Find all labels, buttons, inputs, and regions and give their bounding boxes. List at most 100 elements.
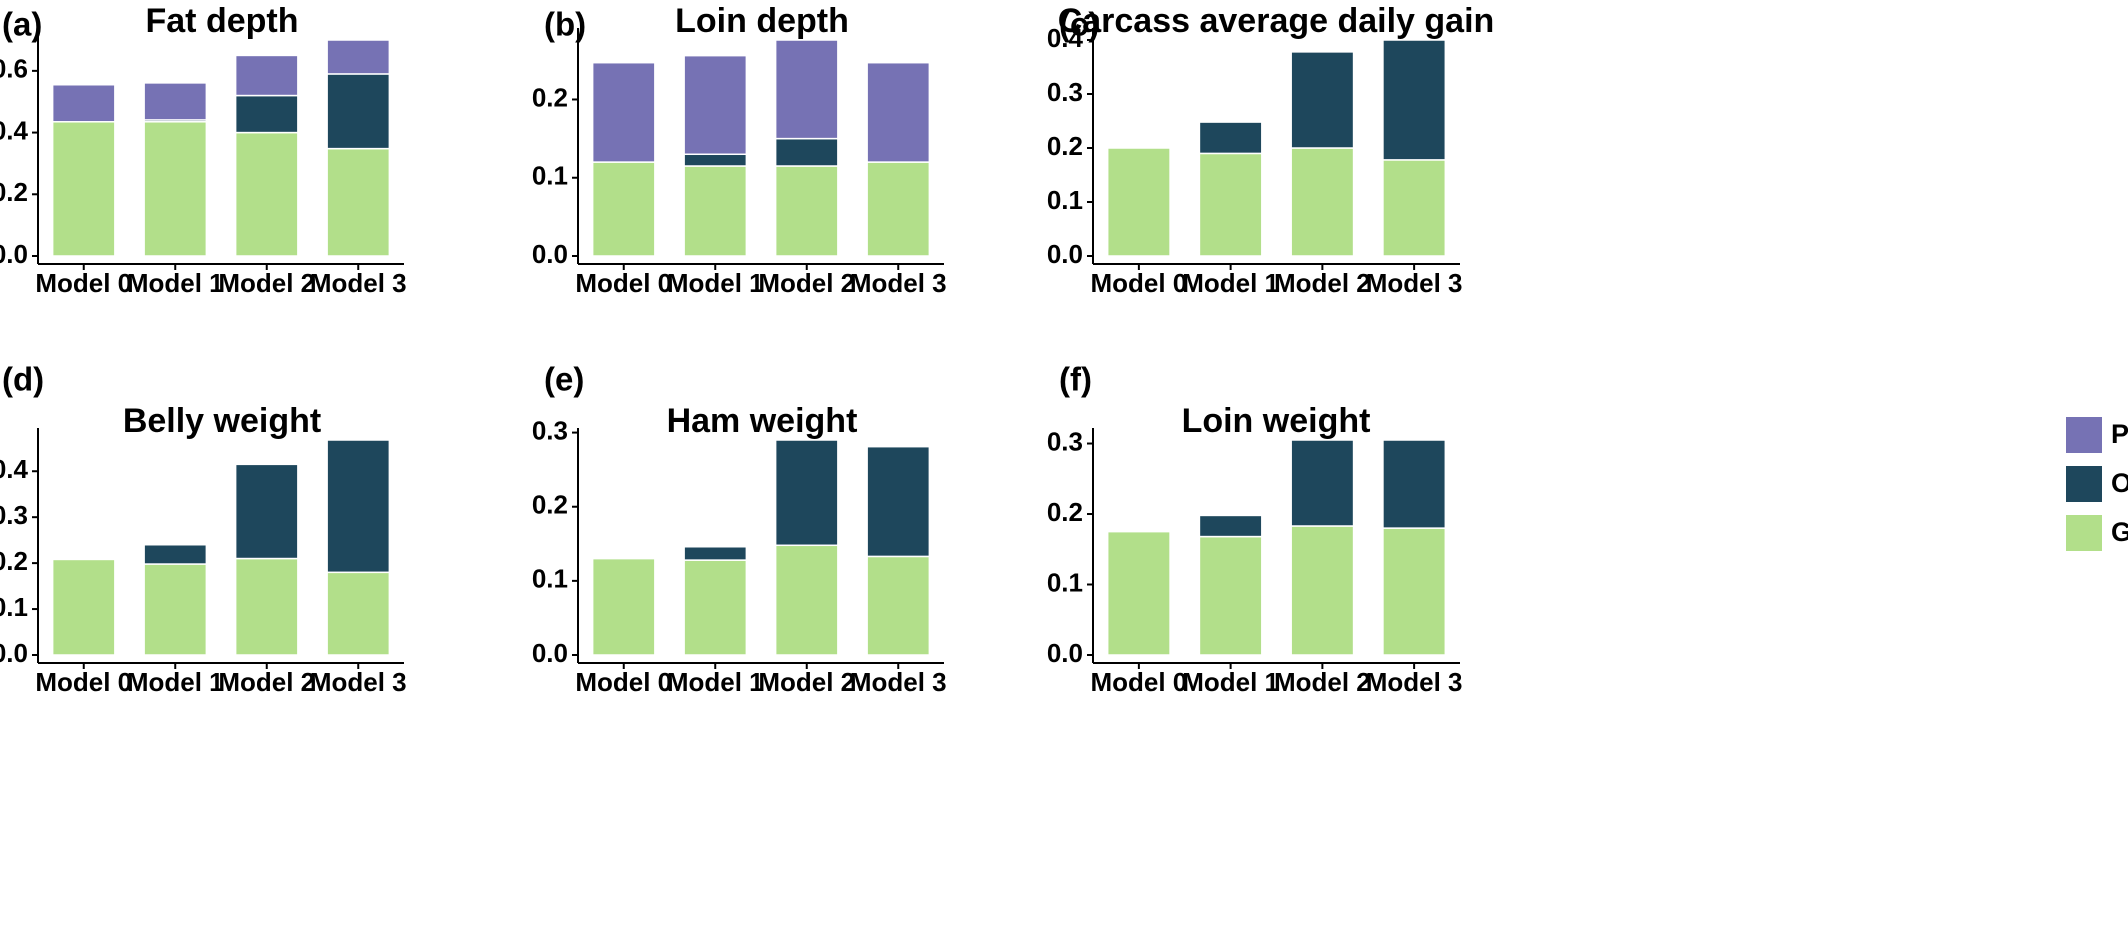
bar-model-3-o <box>866 445 931 558</box>
y-tick-label: 0.2 <box>1047 497 1083 527</box>
y-tick-label: 0.0 <box>1047 239 1083 269</box>
bar-model-1-g <box>143 121 208 257</box>
bar-model-3-g <box>326 147 391 257</box>
bar-model-2-p <box>774 39 839 140</box>
panel-title: Belly weight <box>123 402 321 440</box>
x-tick-label: Model 3 <box>310 268 407 298</box>
y-tick-label: 0.0 <box>532 638 568 668</box>
y-tick-label: 0.2 <box>0 177 28 207</box>
x-tick-label: Model 1 <box>667 667 764 697</box>
bar-model-1-g <box>143 563 208 656</box>
y-tick-label: 0.4 <box>0 454 29 484</box>
x-tick-label: Model 0 <box>1090 268 1187 298</box>
x-tick-label: Model 1 <box>127 667 224 697</box>
panel-title: Loin weight <box>1182 402 1371 440</box>
x-tick-label: Model 1 <box>127 268 224 298</box>
panel-letter: (a) <box>2 6 42 43</box>
bar-model-3-o <box>1382 39 1447 161</box>
x-tick-label: Model 3 <box>850 667 947 697</box>
bar-model-2-g <box>774 165 839 257</box>
x-tick-label: Model 3 <box>1366 667 1463 697</box>
x-tick-label: Model 2 <box>1274 667 1371 697</box>
bar-model-1-g <box>683 165 748 257</box>
x-tick-label: Model 2 <box>218 268 315 298</box>
legend-swatch-o <box>2066 466 2102 502</box>
panel-title: Fat depth <box>146 2 299 40</box>
legend-swatch-g <box>2066 515 2102 551</box>
panel-title: Ham weight <box>667 402 858 440</box>
bar-model-1-o <box>1198 514 1263 538</box>
panel-title: Carcass average daily gain <box>1058 2 1495 40</box>
y-tick-label: 0.0 <box>0 239 28 269</box>
bar-model-3-o <box>326 439 391 574</box>
y-tick-label: 0.3 <box>1047 426 1083 456</box>
bar-model-3-o <box>1382 439 1447 529</box>
panel-letter: (f) <box>1059 361 1092 398</box>
bar-model-1-g <box>683 559 748 656</box>
x-tick-label: Model 3 <box>1366 268 1463 298</box>
bar-model-3-g <box>1382 527 1447 656</box>
bar-model-1-o <box>143 543 208 565</box>
bar-model-2-o <box>1290 439 1355 527</box>
bar-model-0-g <box>591 557 656 656</box>
bar-model-0-g <box>51 558 116 656</box>
panel-letter: (b) <box>544 6 586 43</box>
y-tick-label: 0.4 <box>0 115 29 145</box>
x-tick-label: Model 3 <box>850 268 947 298</box>
y-tick-label: 0.0 <box>1047 638 1083 668</box>
x-tick-label: Model 0 <box>35 667 132 697</box>
bar-model-2-g <box>234 131 299 257</box>
x-tick-label: Model 1 <box>667 268 764 298</box>
y-tick-label: 0.1 <box>532 564 568 594</box>
bar-model-0-g <box>591 161 656 257</box>
legend-swatch-p <box>2066 417 2102 453</box>
y-tick-label: 0.1 <box>1047 567 1083 597</box>
bar-model-0-g <box>51 121 116 257</box>
bar-model-2-o <box>774 137 839 167</box>
bar-model-2-o <box>774 439 839 547</box>
y-tick-label: 0.0 <box>532 239 568 269</box>
legend-label-g: G <box>2111 517 2128 547</box>
x-tick-label: Model 0 <box>1090 667 1187 697</box>
bar-model-2-p <box>234 54 299 97</box>
legend-label-o: O <box>2111 468 2128 498</box>
bar-model-0-g <box>1106 147 1171 257</box>
y-tick-label: 0.3 <box>1047 77 1083 107</box>
bar-model-0-g <box>1106 530 1171 656</box>
y-tick-label: 0.1 <box>532 161 568 191</box>
bar-model-3-g <box>866 555 931 656</box>
bar-model-1-g <box>1198 152 1263 257</box>
bar-model-3-p <box>866 61 931 163</box>
y-tick-label: 0.2 <box>532 82 568 112</box>
bar-model-1-o <box>1198 121 1263 155</box>
bar-model-2-g <box>1290 525 1355 656</box>
bar-model-1-o <box>683 153 748 167</box>
bar-model-2-o <box>234 94 299 134</box>
bar-model-0-p <box>51 83 116 123</box>
bar-model-1-p <box>683 54 748 156</box>
bar-model-0-p <box>591 61 656 163</box>
bar-model-3-p <box>326 39 391 75</box>
bar-model-2-g <box>1290 147 1355 257</box>
y-tick-label: 0.3 <box>0 500 28 530</box>
bar-model-2-g <box>234 557 299 656</box>
y-tick-label: 0.1 <box>0 592 28 622</box>
y-tick-label: 0.3 <box>532 415 568 445</box>
bar-model-2-o <box>1290 51 1355 149</box>
panel-letter: (e) <box>544 361 584 398</box>
x-tick-label: Model 2 <box>758 667 855 697</box>
bar-model-3-o <box>326 73 391 150</box>
x-tick-label: Model 3 <box>310 667 407 697</box>
x-tick-label: Model 2 <box>758 268 855 298</box>
x-tick-label: Model 0 <box>575 667 672 697</box>
x-tick-label: Model 0 <box>35 268 132 298</box>
x-tick-label: Model 1 <box>1182 268 1279 298</box>
x-tick-label: Model 2 <box>218 667 315 697</box>
legend: POG <box>2066 417 2128 551</box>
panel-title: Loin depth <box>675 2 849 40</box>
bar-model-3-g <box>866 161 931 257</box>
bar-model-1-p <box>143 82 208 121</box>
